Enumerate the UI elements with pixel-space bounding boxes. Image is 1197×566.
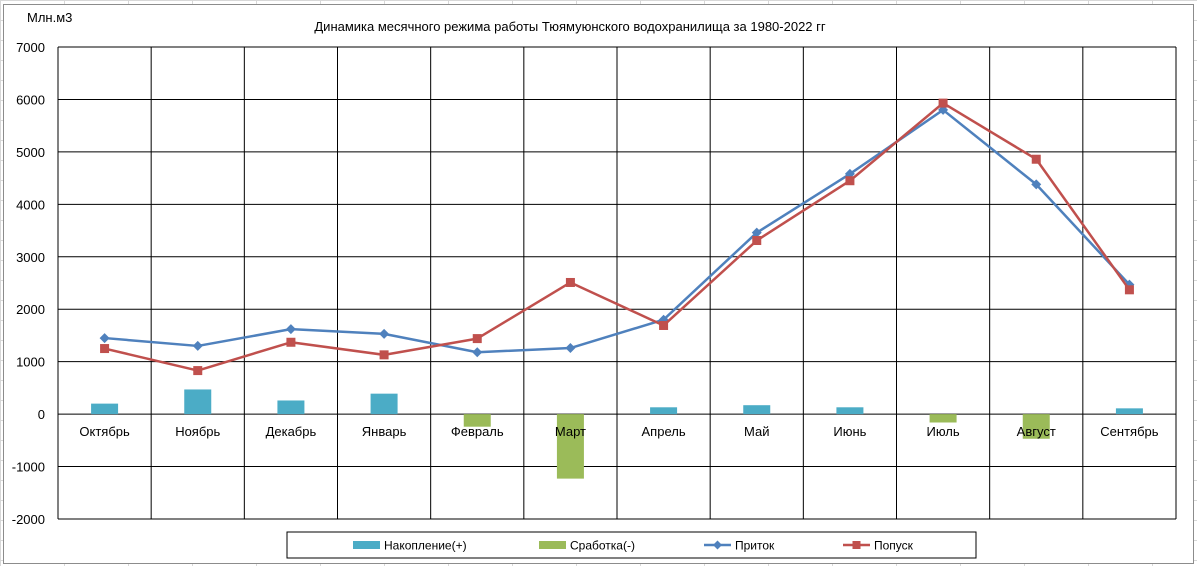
x-tick-label: Октябрь: [79, 424, 130, 439]
point-marker: [99, 333, 110, 344]
bar: [556, 414, 584, 479]
bar: [650, 407, 678, 415]
point-marker: [565, 277, 575, 287]
point-marker: [379, 328, 390, 339]
series-line: [104, 101, 1131, 372]
point-marker: [192, 340, 203, 351]
legend-swatch: [353, 541, 380, 549]
x-tick-label: Январь: [362, 424, 407, 439]
y-tick-label: 4000: [16, 197, 45, 212]
legend-label: Накопление(+): [384, 539, 467, 553]
x-tick-label: Май: [744, 424, 769, 439]
point-marker: [752, 236, 762, 246]
y-tick-label: 7000: [16, 40, 45, 55]
x-tick-label: Декабрь: [266, 424, 317, 439]
legend-marker: [713, 540, 722, 550]
bar: [1115, 408, 1143, 415]
y-tick-label: 0: [38, 407, 45, 422]
y-tick-label: -2000: [12, 512, 45, 527]
x-tick-label: Март: [555, 424, 586, 439]
point-marker: [659, 320, 669, 330]
x-tick-label: Апрель: [642, 424, 686, 439]
x-tick-label: Февраль: [451, 424, 504, 439]
bar: [91, 403, 119, 415]
bar: [277, 400, 305, 415]
x-tick-label: Июнь: [833, 424, 866, 439]
y-tick-label: 3000: [16, 250, 45, 265]
y-tick-label: -1000: [12, 460, 45, 475]
point-marker: [472, 347, 483, 358]
series-line: [104, 108, 1131, 354]
point-marker: [193, 366, 203, 376]
legend-label: Сработка(-): [570, 539, 635, 553]
point-marker: [565, 343, 576, 354]
y-tick-label: 1000: [16, 355, 45, 370]
legend-label: Приток: [735, 539, 775, 553]
point-marker: [286, 337, 296, 347]
y-tick-label: 5000: [16, 145, 45, 160]
point-marker: [1031, 154, 1041, 164]
point-marker: [472, 334, 482, 344]
point-marker: [379, 350, 389, 360]
legend-swatch: [539, 541, 566, 549]
point-marker: [100, 344, 110, 354]
bar: [743, 405, 771, 415]
x-tick-label: Июль: [926, 424, 959, 439]
point-marker: [751, 227, 762, 238]
bar: [836, 407, 864, 415]
point-marker: [1124, 285, 1134, 295]
bar: [1022, 414, 1050, 439]
chart-title: Динамика месячного режима работы Тюямуюн…: [314, 19, 826, 34]
y-tick-label: 2000: [16, 302, 45, 317]
bar: [370, 393, 398, 415]
x-tick-label: Сентябрь: [1100, 424, 1158, 439]
chart-area[interactable]: [3, 4, 1194, 564]
bar: [184, 389, 212, 415]
y-tick-label: 6000: [16, 92, 45, 107]
legend-marker: [852, 541, 861, 549]
y-axis-label: Млн.м3: [27, 10, 73, 25]
point-marker: [1031, 179, 1042, 190]
bar: [929, 414, 957, 423]
point-marker: [938, 98, 948, 108]
bar: [463, 414, 491, 427]
x-tick-label: Август: [1017, 424, 1056, 439]
point-marker: [285, 324, 296, 335]
x-tick-label: Ноябрь: [175, 424, 220, 439]
point-marker: [845, 176, 855, 186]
legend-label: Попуск: [874, 539, 914, 553]
